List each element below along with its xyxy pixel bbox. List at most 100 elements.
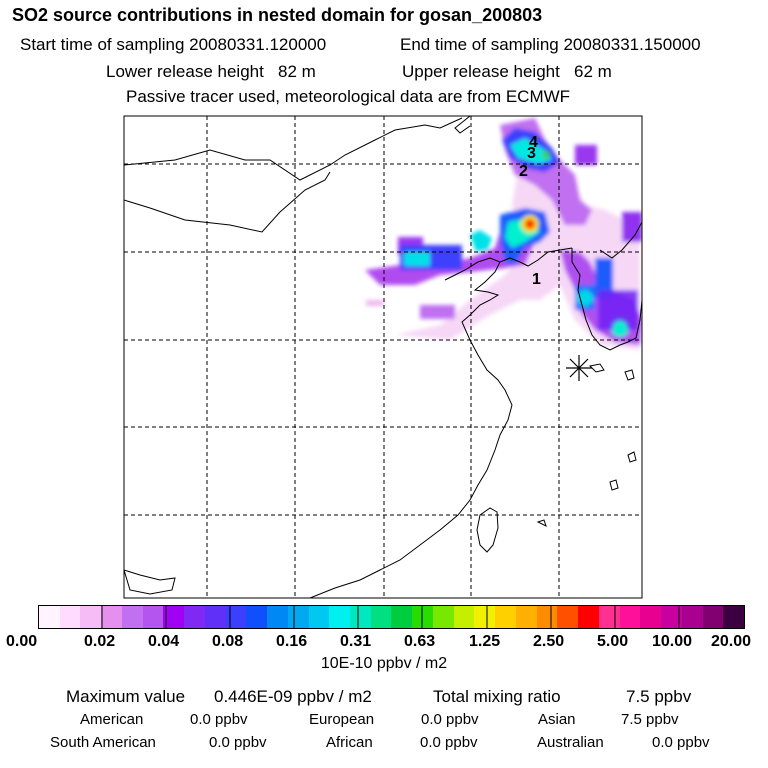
colorbar-swatch-26 [578, 606, 599, 628]
colorbar-tick-10: 10.00 [652, 633, 693, 650]
plume-blue-korea [595, 258, 613, 298]
upper-release-height: Upper release height 62 m [402, 62, 612, 81]
coast-liaodong [499, 247, 573, 267]
border-north-east [454, 116, 471, 134]
colorbar-swatch-20 [453, 606, 475, 628]
colorbar-tick-3: 0.08 [212, 633, 244, 650]
colorbar-swatch-2 [80, 606, 102, 628]
source-label-3: 3 [527, 145, 536, 162]
plume-green-north [542, 151, 550, 159]
sampling-end: End time of sampling 20080331.150000 [400, 35, 701, 54]
region-value-european: 0.0 ppbv [421, 711, 479, 728]
colorbar-tick-11: 20.00 [711, 633, 752, 650]
colorbar-tick-7: 1.25 [469, 633, 501, 650]
region-name-asian: Asian [538, 711, 576, 728]
colorbar-swatch-17 [391, 606, 413, 628]
lat-lon-grid [124, 116, 642, 598]
source-label-4: 4 [529, 134, 538, 151]
colorbar-swatch-22 [495, 606, 516, 628]
colorbar-swatch-21 [474, 606, 496, 628]
plume-cyan-south-core [613, 321, 627, 335]
border-north [124, 117, 463, 181]
colorbar-swatch-13 [308, 606, 330, 628]
border-west [124, 171, 331, 233]
colorbar-swatch-24 [536, 606, 558, 628]
colorbar-tick-2: 0.04 [148, 633, 180, 650]
colorbar-swatch-14 [329, 606, 351, 628]
total-mixing-label: Total mixing ratio [433, 687, 561, 706]
colorbar-swatch-0 [39, 606, 60, 628]
figure-title: SO2 source contributions in nested domai… [12, 5, 543, 25]
islands-ryukyu-2 [627, 451, 637, 463]
colorbar-swatch-29 [640, 606, 662, 628]
colorbar-tick-8: 2.50 [533, 633, 565, 650]
region-name-european: European [309, 711, 375, 728]
map-frame [123, 115, 643, 599]
coastlines [124, 116, 642, 598]
region-value-african: 0.0 ppbv [420, 734, 478, 751]
sampling-start: Start time of sampling 20080331.120000 [20, 35, 327, 54]
coast-korea-east [599, 221, 642, 259]
plume-max-core [525, 219, 535, 229]
plume-cyan-north [510, 138, 552, 164]
max-value: 0.446E-09 ppbv / m2 [214, 687, 372, 706]
colorbar-tick-5: 0.31 [340, 633, 372, 650]
islands-ryukyu-1 [624, 369, 635, 381]
colorbar-tick-6: 0.63 [404, 633, 436, 650]
colorbar-swatch-32 [702, 606, 724, 628]
source-label-1: 1 [532, 271, 541, 288]
region-value-asian: 7.5 ppbv [621, 711, 679, 728]
colorbar-swatch-5 [142, 606, 164, 628]
plume-violet-trail [366, 300, 384, 306]
islands-jeju [588, 363, 605, 373]
colorbar [38, 605, 745, 629]
colorbar-swatch-9 [225, 606, 247, 628]
colorbar-units: 10E-10 ppbv / m2 [320, 655, 448, 672]
colorbar-swatch-11 [267, 606, 288, 628]
colorbar-tick-1: 0.02 [84, 633, 116, 650]
colorbar-swatch-33 [723, 606, 744, 628]
region-value-south-american: 0.0 ppbv [209, 734, 267, 751]
colorbar-swatch-15 [350, 606, 371, 628]
plume-violet-ne [622, 212, 642, 242]
colorbar-swatch-25 [557, 606, 579, 628]
plume-violet-se [420, 305, 455, 319]
colorbar-tick-9: 5.00 [597, 633, 629, 650]
region-name-south-american: South American [50, 734, 156, 751]
coast-bohai [309, 257, 513, 598]
colorbar-swatch-7 [184, 606, 205, 628]
islands-ryukyu-3 [609, 479, 619, 491]
total-mixing-value: 7.5 ppbv [626, 687, 692, 706]
colorbar-swatch-19 [432, 606, 454, 628]
region-value-american: 0.0 ppbv [190, 711, 248, 728]
colorbar-swatch-30 [661, 606, 682, 628]
source-label-2: 2 [519, 163, 528, 180]
plume-violet-far [575, 145, 597, 165]
colorbar-swatch-8 [204, 606, 226, 628]
colorbar-swatch-12 [287, 606, 309, 628]
colorbar-swatch-16 [370, 606, 392, 628]
tracer-note: Passive tracer used, meteorological data… [126, 87, 571, 106]
receptor-marker-icon [566, 355, 592, 381]
island-taiwan [476, 507, 499, 553]
colorbar-tick-4: 0.16 [276, 633, 308, 650]
colorbar-swatch-27 [598, 606, 620, 628]
region-name-american: American [80, 711, 144, 728]
colorbar-swatch-4 [121, 606, 143, 628]
islands-ryukyu-4 [536, 519, 547, 527]
lower-release-height: Lower release height 82 m [106, 62, 316, 81]
plume-cyan-center [470, 230, 492, 252]
plume-cyan-korea [577, 290, 593, 306]
colorbar-swatch-10 [246, 606, 268, 628]
colorbar-swatch-23 [515, 606, 537, 628]
colorbar-swatch-28 [619, 606, 641, 628]
colorbar-swatch-3 [101, 606, 122, 628]
island-hainan [124, 569, 176, 595]
colorbar-swatch-18 [412, 606, 433, 628]
plume-cyan-west [404, 252, 430, 266]
region-name-african: African [326, 734, 373, 751]
colorbar-swatch-1 [59, 606, 81, 628]
region-value-australian: 0.0 ppbv [652, 734, 710, 751]
region-name-australian: Australian [537, 734, 604, 751]
